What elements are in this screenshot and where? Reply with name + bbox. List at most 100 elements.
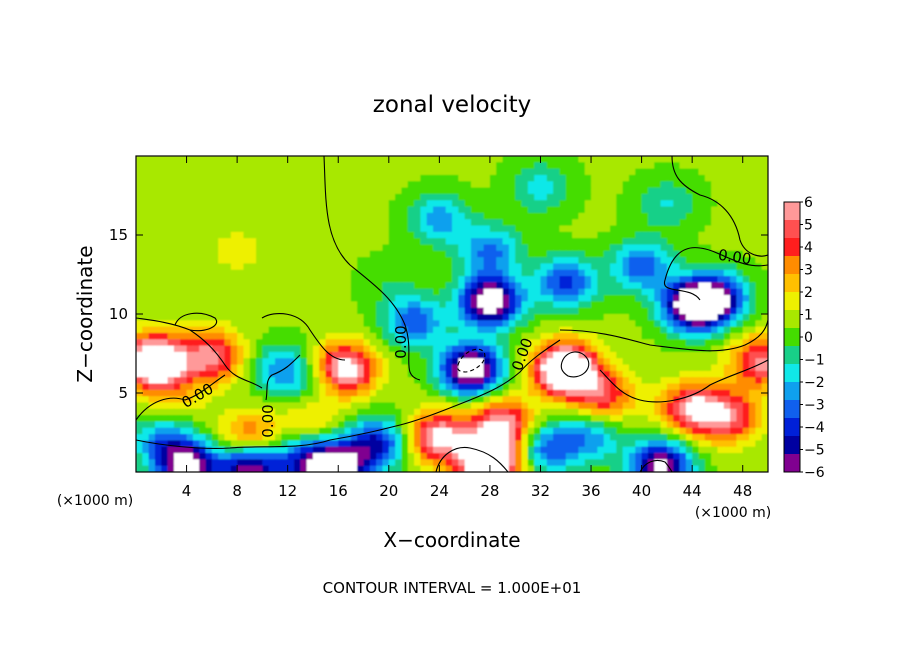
field-cell [388, 212, 396, 220]
field-cell [294, 465, 301, 472]
field-cell [224, 358, 232, 366]
field-cell [224, 282, 232, 290]
field-cell [711, 453, 719, 460]
field-cell [192, 408, 200, 416]
field-cell [376, 225, 384, 233]
field-cell [628, 231, 636, 239]
field-cell [294, 257, 301, 265]
field-cell [515, 250, 523, 258]
field-cell [540, 187, 548, 195]
field-cell [647, 402, 655, 410]
field-cell [445, 263, 453, 271]
field-cell [565, 295, 573, 302]
field-cell [559, 332, 567, 340]
field-cell [685, 402, 693, 410]
field-cell [755, 269, 763, 277]
field-cell [679, 250, 687, 258]
field-cell [660, 440, 668, 448]
field-cell [755, 389, 763, 397]
field-cell [572, 402, 579, 410]
field-cell [698, 263, 706, 271]
field-cell [395, 364, 403, 372]
field-cell [521, 345, 529, 353]
field-cell [401, 383, 409, 391]
field-cell [262, 295, 270, 302]
field-cell [470, 269, 478, 277]
field-cell [407, 408, 415, 416]
field-cell [262, 193, 270, 201]
field-cell [477, 351, 485, 359]
field-cell [205, 396, 213, 404]
field-cell [136, 453, 143, 460]
field-cell [142, 427, 150, 435]
field-cell [161, 345, 169, 353]
field-cell [502, 377, 510, 385]
field-cell [142, 326, 150, 334]
field-cell [180, 200, 188, 208]
field-cell [312, 269, 320, 277]
field-cell [515, 307, 523, 315]
field-cell [610, 263, 617, 271]
field-cell [161, 320, 169, 328]
field-cell [148, 383, 156, 391]
field-cell [167, 383, 175, 391]
field-cell [395, 212, 403, 220]
field-cell [553, 156, 561, 163]
field-cell [388, 320, 396, 328]
field-cell [679, 377, 687, 385]
field-cell [426, 320, 434, 328]
field-cell [186, 295, 194, 302]
field-cell [357, 332, 365, 340]
field-cell [761, 307, 768, 315]
field-cell [395, 193, 403, 201]
field-cell [755, 212, 763, 220]
field-cell [205, 200, 213, 208]
field-cell [382, 225, 390, 233]
field-cell [527, 257, 535, 265]
field-cell [565, 219, 573, 227]
field-cell [230, 402, 238, 410]
field-cell [692, 168, 700, 176]
field-cell [584, 174, 592, 182]
field-cell [723, 446, 731, 454]
field-cell [698, 231, 706, 239]
field-cell [325, 301, 333, 309]
field-cell [464, 307, 472, 315]
field-cell [357, 339, 365, 347]
field-cell [666, 295, 674, 302]
field-cell [287, 276, 295, 283]
field-cell [154, 288, 162, 296]
field-cell [730, 332, 737, 340]
field-cell [452, 269, 459, 277]
field-cell [761, 440, 768, 448]
field-cell [363, 453, 371, 460]
field-cell [521, 427, 529, 435]
field-cell [249, 156, 257, 163]
field-cell [218, 345, 226, 353]
field-cell [515, 269, 523, 277]
field-cell [540, 326, 548, 334]
field-cell [635, 187, 643, 195]
field-cell [363, 332, 371, 340]
field-cell [249, 415, 257, 423]
field-cell [300, 421, 308, 429]
field-cell [256, 301, 263, 309]
field-cell [742, 187, 750, 195]
field-cell [736, 193, 744, 201]
field-cell [502, 156, 510, 163]
field-cell [565, 282, 573, 290]
field-cell [477, 212, 485, 220]
field-cell [262, 181, 270, 189]
field-cell [534, 453, 542, 460]
field-cell [698, 345, 706, 353]
field-cell [357, 415, 365, 423]
field-cell [458, 282, 466, 290]
field-cell [553, 446, 561, 454]
field-cell [578, 206, 586, 214]
field-cell [489, 193, 497, 201]
field-cell [641, 288, 649, 296]
field-cell [704, 465, 712, 472]
field-cell [603, 383, 611, 391]
field-cell [704, 408, 712, 416]
field-cell [591, 314, 598, 321]
